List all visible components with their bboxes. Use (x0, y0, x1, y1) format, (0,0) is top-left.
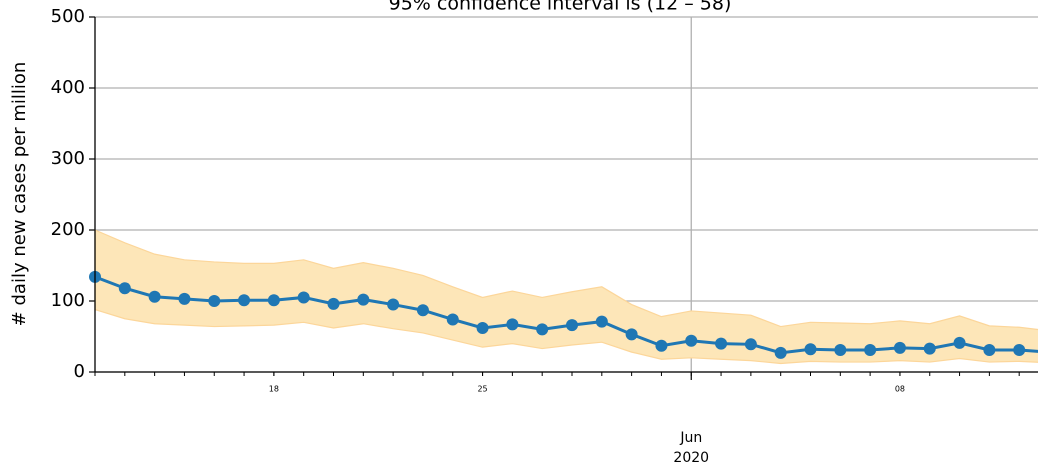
point (804, 343, 817, 356)
x-tick-label: 18 (269, 385, 279, 394)
point (506, 318, 519, 331)
point (983, 343, 996, 356)
y-tick-label: 200 (51, 219, 85, 240)
confidence-band (94, 229, 1038, 365)
point (655, 339, 668, 352)
point (744, 338, 757, 351)
y-axis-label: # daily new cases per million (9, 62, 30, 327)
point (923, 342, 936, 355)
point (238, 294, 251, 307)
point (685, 334, 698, 347)
point (893, 341, 906, 354)
point (834, 343, 847, 356)
point (1013, 343, 1026, 356)
point (476, 321, 489, 334)
x-tick-sublabel: 2020 (673, 450, 709, 466)
point (774, 346, 787, 359)
point (297, 291, 310, 304)
chart-title: 95% confidence interval is (12 – 58) (389, 0, 732, 15)
y-tick-label: 400 (51, 77, 85, 98)
point (864, 343, 877, 356)
point (446, 313, 459, 326)
point (267, 294, 280, 307)
point (416, 304, 429, 317)
point (357, 293, 370, 306)
y-tick-label: 0 (74, 361, 85, 382)
y-tick-label: 500 (51, 6, 85, 27)
point (148, 290, 161, 303)
y-tick-label: 300 (51, 148, 85, 169)
x-tick-label: Jun (679, 430, 702, 446)
point (118, 282, 131, 295)
x-tick-label: 25 (477, 385, 487, 394)
point (208, 295, 221, 307)
point (327, 297, 340, 310)
point (953, 336, 966, 349)
point (595, 315, 608, 328)
x-tick-label: 08 (895, 385, 905, 394)
y-tick-label: 100 (51, 290, 85, 311)
point (566, 319, 578, 332)
point (178, 292, 191, 305)
point (536, 323, 549, 336)
point (387, 298, 400, 311)
point (715, 337, 728, 350)
point (625, 328, 638, 341)
